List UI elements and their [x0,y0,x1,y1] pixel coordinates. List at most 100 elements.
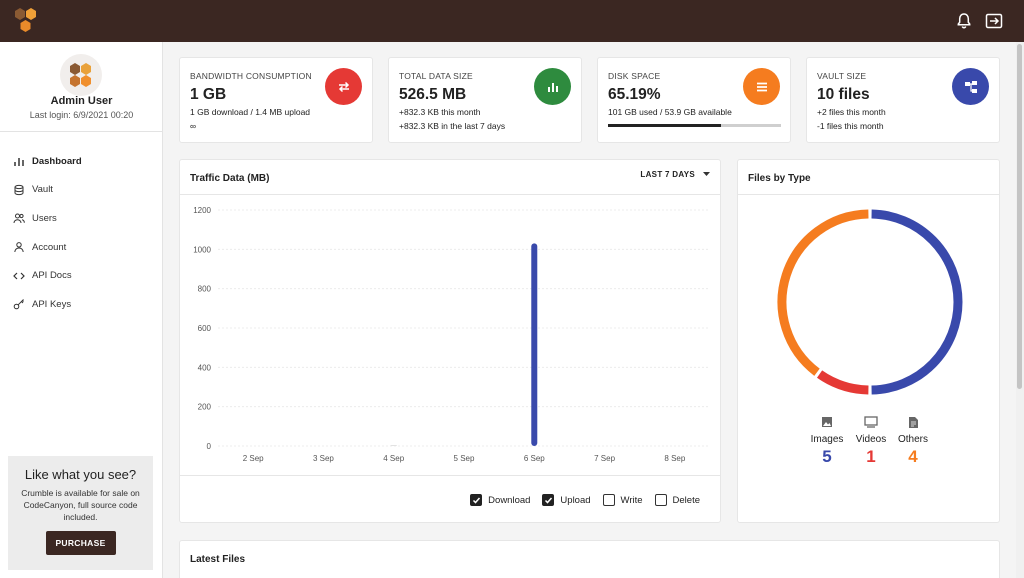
scrollbar-thumb[interactable] [1017,44,1022,389]
checkbox[interactable] [602,494,615,506]
checkbox[interactable] [654,494,667,506]
legend-label: Upload [560,494,591,506]
stat-card-vault-size: VAULT SIZE 10 files +2 files this month … [806,57,1000,143]
image-icon [822,417,832,427]
top-bar [0,0,1024,42]
panel-title: Traffic Data (MB) [190,173,270,184]
range-dropdown[interactable]: LAST 7 DAYS [640,170,710,179]
y-tick-label: 200 [198,403,212,412]
type-label: Images [810,434,844,445]
legend-item-delete[interactable]: Delete [654,494,700,506]
sidebar: Admin User Last login: 6/9/2021 00:20 Da… [0,42,163,578]
transfer-arrows-icon [325,68,362,105]
donut-slice-others[interactable] [777,209,869,376]
x-tick-label: 3 Sep [313,454,334,463]
document-icon [908,417,918,428]
sidebar-item-api-docs[interactable]: API Docs [0,261,163,290]
latest-files-panel: Latest Files [179,540,1000,578]
sidebar-item-dashboard[interactable]: Dashboard [0,147,163,176]
list-icon [743,68,780,105]
sidebar-item-vault[interactable]: Vault [0,176,163,205]
x-tick-label: 8 Sep [664,454,685,463]
scrollbar[interactable] [1016,42,1024,578]
type-videos: Videos 1 [846,416,896,467]
disk-usage-progress-fill [608,124,721,127]
chart-bars-icon [14,158,24,167]
purchase-button[interactable]: PURCHASE [45,531,116,555]
type-label: Others [897,434,928,445]
stat-card-disk-space: DISK SPACE 65.19% 101 GB used / 53.9 GB … [597,57,791,143]
database-icon [14,184,24,195]
stat-value: 526.5 MB [399,86,467,103]
chart-legend: Download Upload Write Delete [470,494,700,506]
person-icon [14,242,24,253]
sidebar-item-api-keys[interactable]: API Keys [0,290,163,319]
stat-detail: ∞ [190,121,197,131]
stat-detail: +832.3 KB this month [399,107,481,117]
sidebar-item-users[interactable]: Users [0,204,163,233]
sidebar-item-label: Account [32,241,67,253]
traffic-chart: 0 200 400 600 800 1000 1200 2 Sep 3 Sep 4 Sep 5 Se… [193,206,710,463]
divider [0,131,163,132]
legend-item-upload[interactable]: Upload [542,494,591,506]
sidebar-nav: Dashboard Vault Users Account API Docs A… [0,147,163,319]
sitemap-icon [952,68,989,105]
y-tick-label: 800 [198,285,212,294]
stat-detail: +832.3 KB in the last 7 days [399,121,506,131]
legend-item-download[interactable]: Download [470,494,530,506]
y-tick-label: 600 [198,324,212,333]
type-count: 4 [908,447,918,466]
donut-slice-images[interactable] [871,209,963,395]
type-count: 5 [822,447,832,466]
sidebar-item-account[interactable]: Account [0,233,163,262]
stat-value: 65.19% [608,86,661,103]
sidebar-item-label: Dashboard [32,155,82,167]
donut-slice-videos[interactable] [816,370,869,395]
bar[interactable] [531,243,538,446]
divider [180,475,720,476]
logout-icon[interactable] [984,11,1004,31]
x-tick-label: 7 Sep [594,454,615,463]
honeycomb-logo-icon[interactable] [12,6,42,36]
x-tick-label: 5 Sep [454,454,475,463]
stat-card-total-data: TOTAL DATA SIZE 526.5 MB +832.3 KB this … [388,57,582,143]
type-others: Others 4 [888,416,938,467]
legend-label: Delete [672,494,700,506]
type-label: Videos [855,434,887,445]
stat-card-bandwidth: BANDWIDTH CONSUMPTION 1 GB 1 GB download… [179,57,373,143]
files-donut-chart [777,209,963,395]
stat-label: VAULT SIZE [817,71,867,81]
bar[interactable] [390,445,397,446]
range-dropdown-value: LAST 7 DAYS [640,170,695,179]
stat-label: TOTAL DATA SIZE [399,71,473,81]
y-tick-label: 1200 [193,206,211,215]
stat-detail: +2 files this month [817,107,886,117]
disk-usage-progress [608,124,781,127]
sidebar-item-label: API Keys [32,298,72,310]
y-tick-label: 1000 [193,245,211,254]
legend-item-write[interactable]: Write [602,494,643,506]
promo-title: Like what you see? [24,467,137,482]
stat-label: BANDWIDTH CONSUMPTION [190,71,312,81]
stat-detail: 1 GB download / 1.4 MB upload [190,107,311,117]
code-icon [13,272,25,280]
honeycomb-avatar-icon [70,63,91,87]
type-images: Images 5 [802,416,852,467]
user-name: Admin User [50,95,113,107]
sidebar-item-label: Users [32,212,57,224]
last-login: Last login: 6/9/2021 00:20 [29,110,134,120]
avatar[interactable] [60,54,102,96]
files-by-type-panel: Files by Type Images 5 Videos 1 Others 4 [737,159,1000,523]
type-count: 1 [866,447,876,466]
stat-value: 10 files [817,86,870,103]
stat-detail: 101 GB used / 53.9 GB available [608,107,732,117]
sidebar-item-label: API Docs [32,270,72,282]
x-tick-label: 4 Sep [383,454,404,463]
divider [180,194,720,195]
stat-detail: -1 files this month [817,121,884,131]
divider [738,194,999,195]
checkbox[interactable] [470,494,483,506]
bell-icon[interactable] [954,11,974,31]
y-tick-label: 0 [207,442,212,451]
checkbox[interactable] [542,494,555,506]
